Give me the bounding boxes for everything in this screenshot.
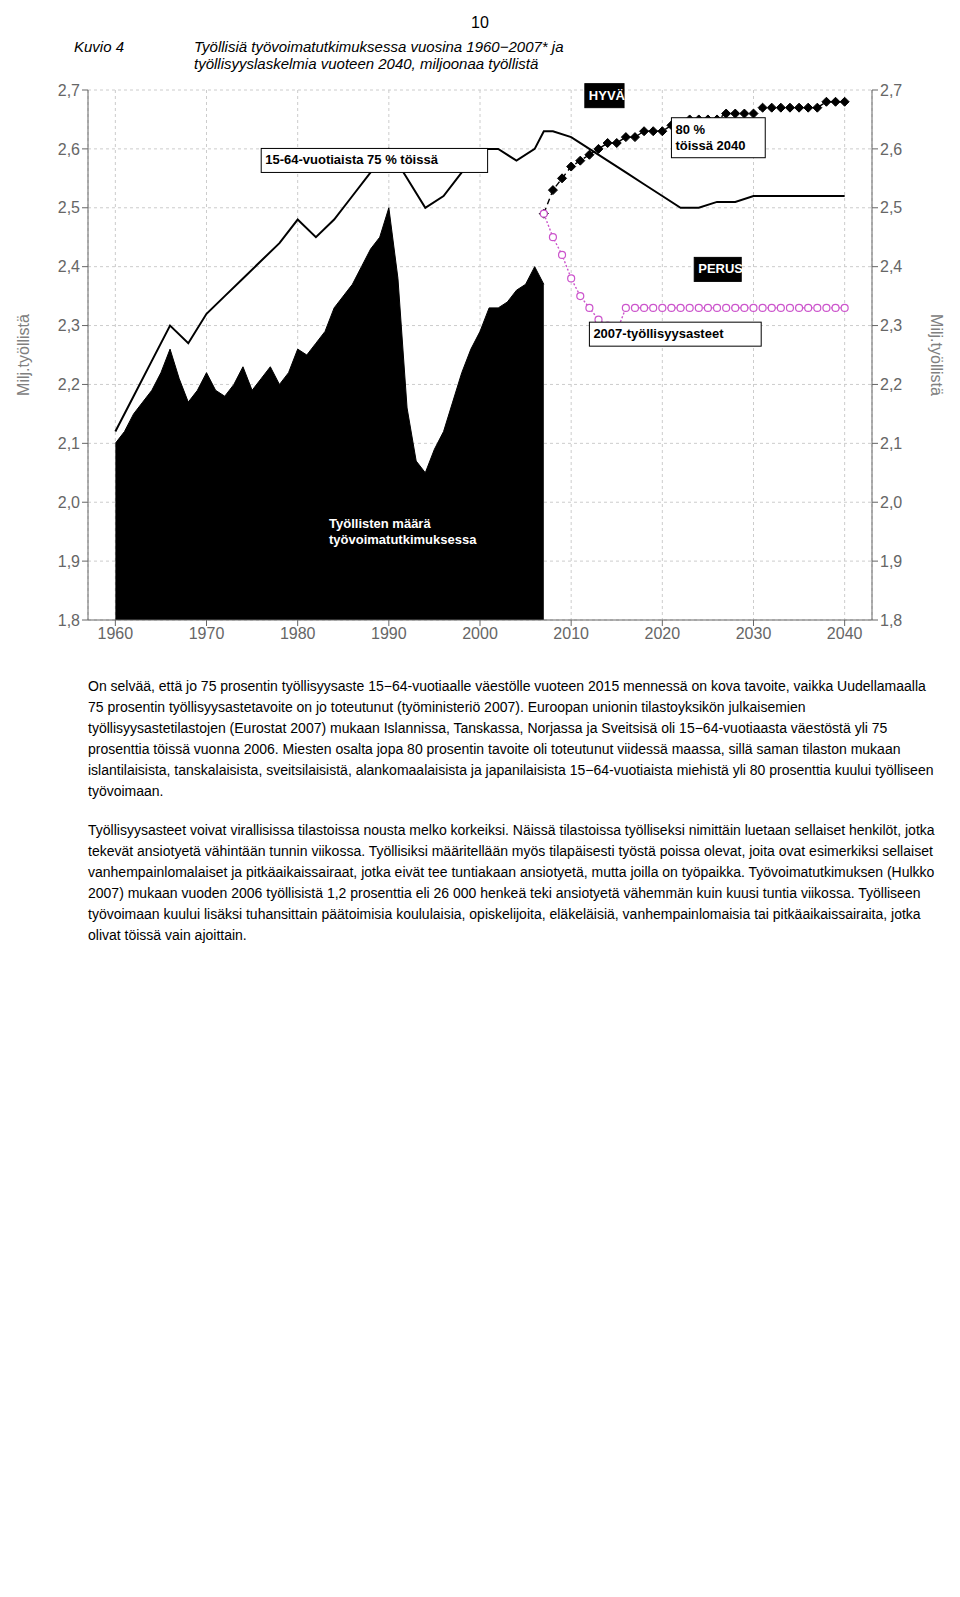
svg-text:1990: 1990 bbox=[371, 625, 407, 642]
html-text:10: 10 bbox=[471, 14, 489, 31]
svg-text:2,5: 2,5 bbox=[880, 199, 902, 216]
svg-text:1,9: 1,9 bbox=[880, 553, 902, 570]
svg-text:1960: 1960 bbox=[98, 625, 134, 642]
svg-text:1,8: 1,8 bbox=[880, 612, 902, 629]
svg-text:2007-työllisyysasteet: 2007-työllisyysasteet bbox=[593, 326, 724, 341]
svg-text:2,6: 2,6 bbox=[58, 141, 80, 158]
svg-text:HYVÄ: HYVÄ bbox=[589, 88, 626, 103]
svg-text:2,1: 2,1 bbox=[58, 435, 80, 452]
svg-text:2,2: 2,2 bbox=[880, 376, 902, 393]
svg-text:2040: 2040 bbox=[827, 625, 863, 642]
svg-text:1970: 1970 bbox=[189, 625, 225, 642]
svg-text:2,3: 2,3 bbox=[880, 317, 902, 334]
svg-text:2,4: 2,4 bbox=[58, 258, 80, 275]
svg-text:2,7: 2,7 bbox=[58, 82, 80, 99]
svg-text:2,7: 2,7 bbox=[880, 82, 902, 99]
svg-text:2010: 2010 bbox=[553, 625, 589, 642]
svg-text:2,3: 2,3 bbox=[58, 317, 80, 334]
svg-text:2000: 2000 bbox=[462, 625, 498, 642]
svg-text:1,8: 1,8 bbox=[58, 612, 80, 629]
svg-text:2,0: 2,0 bbox=[880, 494, 902, 511]
svg-text:2,6: 2,6 bbox=[880, 141, 902, 158]
html-text:Työllisiä työvoimatutkimuksess: Työllisiä työvoimatutkimuksessa vuosina … bbox=[194, 38, 564, 72]
svg-text:2020: 2020 bbox=[645, 625, 681, 642]
svg-text:1980: 1980 bbox=[280, 625, 316, 642]
svg-text:Työllisten määrätyövoimatutkim: Työllisten määrätyövoimatutkimuksessa bbox=[329, 516, 477, 547]
svg-text:2,5: 2,5 bbox=[58, 199, 80, 216]
svg-text:80 %töissä 2040: 80 %töissä 2040 bbox=[675, 122, 745, 153]
svg-text:2,4: 2,4 bbox=[880, 258, 902, 275]
svg-text:Milj.työllistä: Milj.työllistä bbox=[928, 314, 945, 396]
svg-text:1,9: 1,9 bbox=[58, 553, 80, 570]
svg-text:2,2: 2,2 bbox=[58, 376, 80, 393]
svg-text:PERUS: PERUS bbox=[698, 261, 743, 276]
html-text:Työllisyysasteet voivat virall: Työllisyysasteet voivat virallisissa til… bbox=[88, 822, 935, 943]
html-text:Kuvio 4: Kuvio 4 bbox=[74, 38, 124, 55]
svg-text:2,0: 2,0 bbox=[58, 494, 80, 511]
svg-text:Milj.työllistä: Milj.työllistä bbox=[15, 314, 32, 396]
svg-text:2,1: 2,1 bbox=[880, 435, 902, 452]
svg-text:2030: 2030 bbox=[736, 625, 772, 642]
svg-text:15-64-vuotiaista 75 % töissä: 15-64-vuotiaista 75 % töissä bbox=[265, 152, 438, 167]
html-text:On selvää, että jo 75 prosenti: On selvää, että jo 75 prosentin työllisy… bbox=[88, 678, 934, 799]
